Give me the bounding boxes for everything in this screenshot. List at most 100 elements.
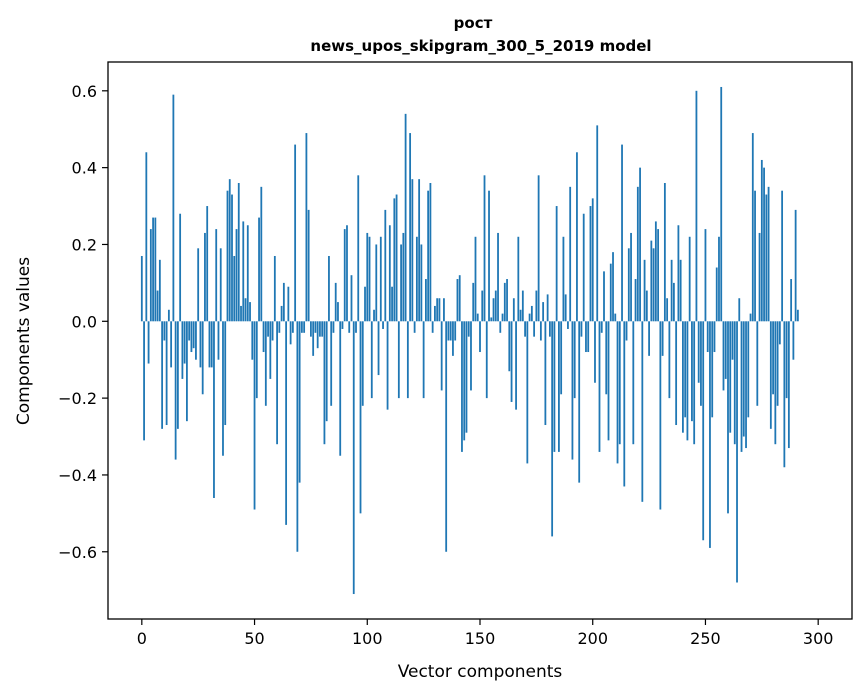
bar [213,321,215,498]
bar [697,321,700,383]
bar [436,298,439,322]
bar [449,321,452,341]
bar [377,321,380,376]
bar [409,133,412,322]
bar [542,302,545,322]
bar [695,90,698,322]
bar [273,255,276,322]
y-axis-label: Components values [14,257,34,425]
bar [706,321,709,353]
bar [684,321,687,418]
bar [729,321,732,433]
bar [201,321,204,395]
bar [600,321,603,333]
bar [172,94,175,322]
bar [373,309,375,322]
bar [186,321,188,422]
bar [397,321,400,399]
bar [458,275,461,322]
bar [659,321,662,510]
bar [233,255,236,322]
bar [343,229,346,322]
bar [145,152,148,322]
x-tick-label: 100 [352,629,383,648]
bar [424,279,427,322]
bar [796,309,799,322]
bar [285,321,288,525]
bar [339,321,342,456]
bar [666,298,669,322]
bar [720,86,723,322]
bar [760,159,763,322]
bar [528,313,531,322]
bar [334,282,337,322]
y-tick-label: −0.4 [58,466,97,485]
bar [772,321,774,395]
bar [535,290,538,322]
bar [197,248,200,322]
bar [530,305,533,322]
x-tick-label: 250 [690,629,721,648]
bar [188,321,191,341]
bar [715,267,718,322]
bar [582,213,585,322]
bar [391,286,393,322]
bar [591,198,594,322]
bar [648,321,650,356]
bar [251,321,254,360]
bar [328,255,330,322]
bar [781,190,784,322]
bar [348,321,351,333]
y-tick-label: 0.2 [72,235,97,254]
bar [616,321,619,464]
bar [454,321,457,341]
bar [332,321,335,333]
bar [219,248,222,322]
bar [738,298,741,322]
bar [149,229,152,322]
bar [654,221,657,322]
bar [740,321,743,452]
bar [490,317,493,322]
bar [670,259,673,322]
bar [652,248,655,322]
x-tick-label: 150 [465,629,496,648]
bar [163,321,166,341]
bar [605,321,608,395]
bar [352,321,355,595]
bar [499,321,502,333]
bar [443,298,445,322]
bar [296,321,299,552]
bar [794,209,797,322]
bar [465,321,468,433]
bar [567,321,569,329]
bar [420,244,423,322]
bar [479,321,481,353]
bar [558,321,560,452]
bar [165,321,168,426]
bar [700,321,702,406]
bar [749,313,752,322]
bar [758,232,761,322]
bar [751,133,754,322]
bar [778,321,781,345]
bar [571,321,574,460]
bar [546,294,549,322]
bar [422,321,425,399]
bar [271,321,274,341]
bar [456,279,459,322]
bar [310,321,312,337]
bar [774,321,777,445]
bar [235,229,238,322]
bar [756,321,759,406]
bar [346,225,348,322]
y-tick-label: 0.6 [72,82,97,101]
bar [357,175,360,322]
bar [675,321,678,426]
bar [359,321,362,514]
bar [427,190,430,322]
bar [368,236,371,322]
bar [641,321,644,502]
bar [553,321,556,452]
bar [569,186,572,322]
